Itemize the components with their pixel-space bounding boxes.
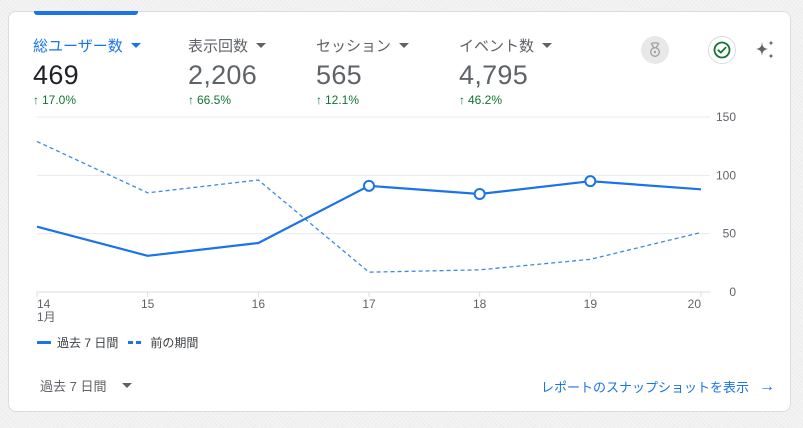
x-tick-label: 16 [252,297,266,311]
y-tick-label: 0 [729,285,736,299]
check-circle-icon[interactable] [708,36,736,64]
arrow-up-icon: ↑ [316,93,322,107]
legend-previous-label: 前の期間 [150,336,199,350]
caret-down-icon [399,42,410,48]
metric-value: 4,795 [459,60,529,90]
x-tick-label: 17 [362,297,376,311]
metric-views[interactable]: 表示回数 2,206 ↑ 66.5% [188,34,267,107]
caret-down-icon [122,383,133,388]
y-tick-label: 150 [716,110,736,124]
previous-period-line [36,140,702,273]
metric-value: 2,206 [188,60,258,90]
medal-icon[interactable] [641,36,669,64]
report-card [8,11,791,412]
data-point-marker[interactable] [584,175,597,188]
metric-delta: ↑ 46.2% [459,93,503,107]
y-tick-label: 50 [723,227,737,241]
current-period-line [36,180,702,257]
x-month-label: 1月 [37,310,56,324]
metric-label[interactable]: 総ユーザー数 [33,34,141,56]
metric-label[interactable]: 表示回数 [188,34,267,56]
arrow-up-icon: ↑ [33,93,39,107]
line-chart: 150 100 50 0 14 15 16 17 18 19 20 1月 [36,110,737,324]
caret-down-icon [130,42,141,48]
x-tick-label: 14 [37,297,51,311]
metric-delta: ↑ 66.5% [188,93,232,107]
metric-events[interactable]: イベント数 4,795 ↑ 46.2% [459,34,553,107]
chart-legend: 過去 7 日間 前の期間 [37,334,198,351]
metric-value: 565 [316,60,362,90]
caret-down-icon [542,42,553,48]
arrow-up-icon: ↑ [459,93,465,107]
metric-label[interactable]: イベント数 [459,34,553,56]
x-tick-label: 18 [473,297,487,311]
data-point-marker[interactable] [363,179,375,192]
data-point-marker[interactable] [473,188,486,200]
metric-total-users[interactable]: 総ユーザー数 469 ↑ 17.0% [33,34,141,107]
metric-sessions[interactable]: セッション 565 ↑ 12.1% [316,34,410,107]
metric-label[interactable]: セッション [316,34,410,56]
metric-value: 469 [33,60,79,90]
active-tab-indicator [34,11,138,15]
caret-down-icon [256,42,267,48]
y-tick-label: 100 [716,168,736,182]
x-tick-label: 19 [584,297,598,311]
solid-line-swatch-icon [37,341,51,344]
metric-delta: ↑ 12.1% [316,93,360,107]
x-tick-label: 15 [141,297,155,311]
legend-current-label: 過去 7 日間 [57,336,119,350]
date-range-dropdown[interactable]: 過去 7 日間 [40,376,133,395]
metric-delta: ↑ 17.0% [33,93,77,107]
dashed-line-swatch-icon [128,341,144,344]
arrow-right-icon: → [759,377,775,395]
sparkle-icon[interactable] [751,36,779,64]
view-snapshot-link[interactable]: レポートのスナップショットを表示 → [540,377,775,396]
x-tick-label: 20 [688,297,702,311]
arrow-up-icon: ↑ [188,93,194,107]
